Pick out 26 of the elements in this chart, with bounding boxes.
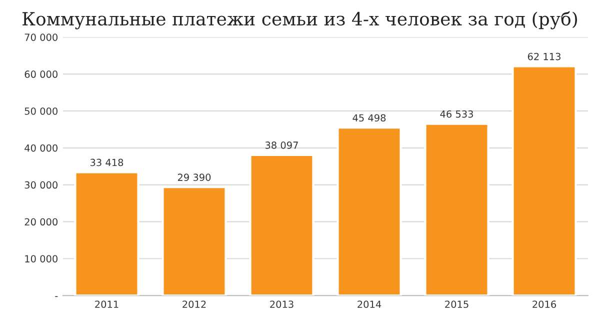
y-tick-label: - bbox=[55, 296, 58, 297]
bar bbox=[336, 126, 402, 296]
data-label: 29 390 bbox=[178, 174, 211, 182]
y-tick-label: 50 000 bbox=[24, 107, 58, 115]
y-tick-label: 20 000 bbox=[24, 218, 58, 226]
x-tick-label: 2016 bbox=[532, 300, 556, 308]
data-label: 38 097 bbox=[265, 142, 298, 149]
data-label: 46 533 bbox=[440, 110, 473, 118]
data-label: 33 418 bbox=[90, 158, 124, 166]
y-tick-label: 60 000 bbox=[24, 70, 58, 78]
chart-title: Коммунальные платежи семьи из 4-х человек за год (руб) bbox=[22, 11, 578, 30]
x-tick-label: 2014 bbox=[358, 300, 382, 308]
y-tick-label: 40 000 bbox=[24, 144, 58, 152]
bar bbox=[424, 122, 490, 296]
bar bbox=[162, 186, 227, 296]
data-label: 45 498 bbox=[352, 114, 386, 122]
x-tick-label: 2011 bbox=[95, 300, 118, 308]
bar bbox=[74, 171, 140, 296]
x-tick-label: 2015 bbox=[445, 300, 468, 308]
y-tick-label: 30 000 bbox=[24, 181, 58, 189]
y-tick-label: 10 000 bbox=[25, 255, 58, 262]
x-tick-label: 2013 bbox=[270, 300, 294, 308]
x-tick-label: 2012 bbox=[182, 300, 206, 308]
data-label: 62 113 bbox=[528, 52, 560, 60]
bar bbox=[512, 65, 577, 296]
y-tick-label: 70 000 bbox=[24, 34, 58, 41]
